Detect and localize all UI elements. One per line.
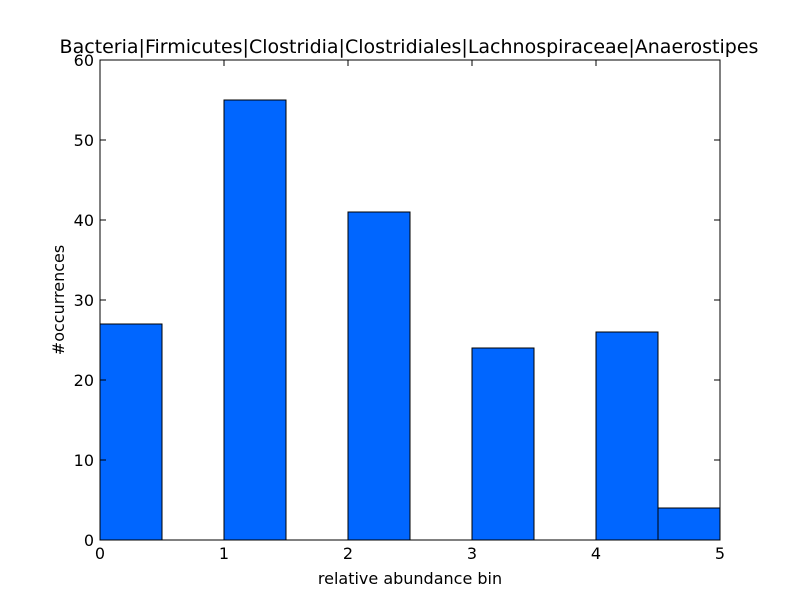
y-tick-label-4: 40: [74, 211, 94, 230]
y-tick-label-1: 10: [74, 451, 94, 470]
bars-group: [99, 99, 721, 541]
chart-title: Bacteria|Firmicutes|Clostridia|Clostridi…: [60, 36, 759, 58]
y-tick-label-5: 50: [74, 131, 94, 150]
x-tick-label-3: 3: [467, 544, 477, 563]
y-axis-label: #occurrences: [49, 245, 68, 355]
x-axis-label: relative abundance bin: [318, 569, 502, 588]
histogram-bar-1: [223, 99, 287, 541]
histogram-bar-2: [347, 211, 411, 541]
histogram-bar-3: [471, 347, 535, 541]
y-tick-label-6: 60: [74, 51, 94, 70]
x-tick-label-2: 2: [343, 544, 353, 563]
x-tick-label-4: 4: [591, 544, 601, 563]
y-tick-label-0: 0: [84, 531, 94, 550]
x-tick-label-5: 5: [715, 544, 725, 563]
x-tick-label-0: 0: [95, 544, 105, 563]
y-tick-label-3: 30: [74, 291, 94, 310]
histogram-bar-0: [99, 323, 163, 541]
x-tick-label-1: 1: [219, 544, 229, 563]
histogram-bar-4: [595, 331, 659, 541]
histogram-bar-5: [657, 507, 721, 541]
plot-frame: [99, 59, 721, 541]
y-tick-label-2: 20: [74, 371, 94, 390]
